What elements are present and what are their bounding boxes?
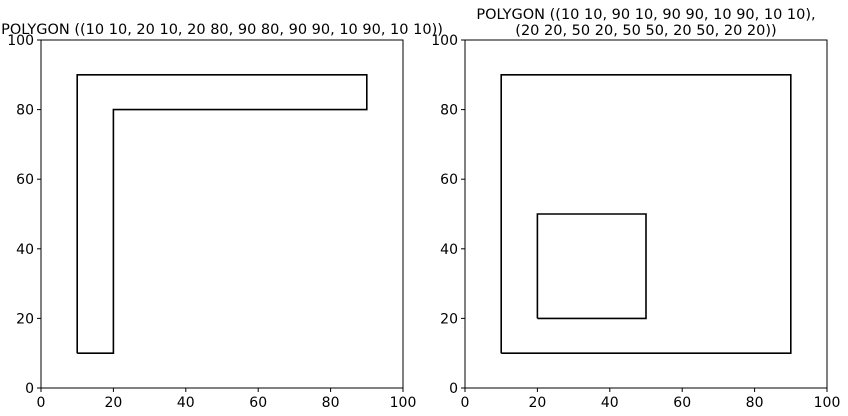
right-panel: POLYGON ((10 10, 90 10, 90 90, 10 90, 10…	[431, 7, 840, 411]
right-x-tick-label: 40	[601, 395, 619, 411]
right-polygon	[500, 74, 792, 355]
right-y-tick-label: 20	[440, 311, 458, 327]
left-x-tick-label: 60	[249, 395, 267, 411]
left-plot-frame	[40, 39, 404, 389]
left-y-tick-label: 0	[25, 381, 34, 397]
left-y-tick-label: 20	[16, 311, 34, 327]
right-plot-frame	[464, 39, 828, 389]
right-x-tick-label: 60	[673, 395, 691, 411]
right-x-tick-label: 20	[528, 395, 546, 411]
left-y-tick-label: 60	[16, 172, 34, 188]
left-y-tick-label: 100	[7, 33, 34, 49]
right-y-tick-label: 40	[440, 242, 458, 258]
right-panel-title-line-2: (20 20, 50 20, 50 50, 20 50, 20 20))	[515, 23, 776, 39]
left-x-tick-label: 20	[104, 395, 122, 411]
left-polygon-exterior-ring	[76, 74, 368, 355]
right-y-tick-label: 60	[440, 172, 458, 188]
left-x-tick-label: 80	[322, 395, 340, 411]
right-x-tick-label: 100	[814, 395, 841, 411]
left-y-tick-label: 80	[16, 103, 34, 119]
left-x-tick-label: 100	[390, 395, 417, 411]
left-axis-ticks: 0 20 40 60 80 100 0 20 40 60 80 100	[7, 33, 416, 411]
left-x-tick-label: 40	[177, 395, 195, 411]
right-axis-ticks: 0 20 40 60 80 100 0 20 40 60 80 100	[431, 33, 840, 411]
left-panel: POLYGON ((10 10, 20 10, 20 80, 90 80, 90…	[1, 22, 443, 411]
right-polygon-interior-ring	[536, 213, 647, 320]
left-y-tick-label: 40	[16, 242, 34, 258]
left-panel-title: POLYGON ((10 10, 20 10, 20 80, 90 80, 90…	[1, 22, 443, 38]
left-polygon	[76, 74, 368, 355]
left-x-tick-label: 0	[37, 395, 46, 411]
right-x-tick-label: 80	[746, 395, 764, 411]
right-y-tick-label: 0	[449, 381, 458, 397]
right-y-tick-label: 100	[431, 33, 458, 49]
right-y-tick-label: 80	[440, 103, 458, 119]
right-panel-title-line-1: POLYGON ((10 10, 90 10, 90 90, 10 90, 10…	[476, 7, 815, 23]
right-x-tick-label: 0	[461, 395, 470, 411]
right-polygon-exterior-ring	[500, 74, 792, 355]
